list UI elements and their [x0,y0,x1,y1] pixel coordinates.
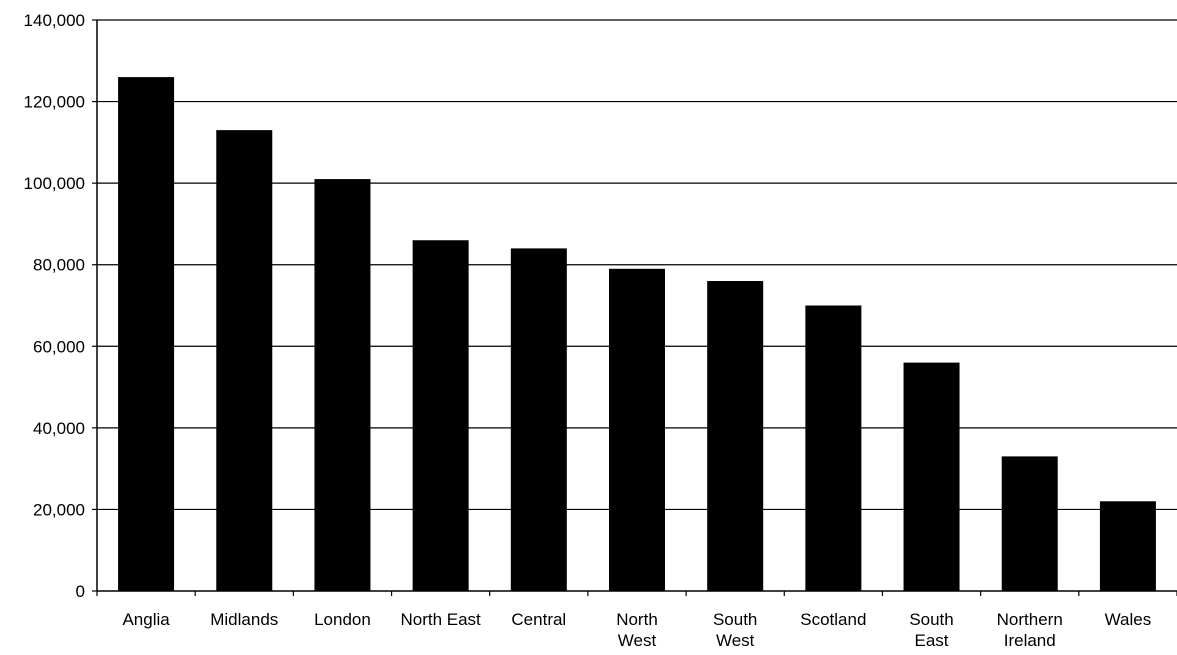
x-category-label: Central [511,610,566,629]
axes [96,20,1177,596]
x-category-label: Wales [1105,610,1152,629]
y-tick-label: 20,000 [33,500,85,519]
bar [510,248,567,591]
x-category-label: North East [400,610,481,629]
y-tick-label: 100,000 [24,174,85,193]
bar [707,281,764,591]
bar [1001,456,1058,591]
x-category-label: Midlands [210,610,278,629]
x-category-label: South West [713,610,757,650]
bar [118,77,175,592]
bar [805,305,862,591]
bar [1099,501,1156,591]
y-tick-label: 120,000 [24,93,85,112]
x-category-label: London [314,610,371,629]
x-category-label: North West [616,610,658,650]
y-tick-label: 80,000 [33,256,85,275]
x-category-label: Anglia [122,610,170,629]
x-category-label: Northern Ireland [997,610,1063,650]
bars [118,77,1156,592]
y-tick-label: 140,000 [24,11,85,30]
bar [314,179,371,592]
bar [216,130,273,591]
bar [903,362,960,591]
bar [412,240,469,591]
x-category-label: Scotland [800,610,866,629]
y-tick-label: 0 [76,582,85,601]
y-tick-label: 60,000 [33,337,85,356]
x-category-labels: Anglia Midlands London North East Central Nor… [122,610,1151,650]
y-tick-label: 40,000 [33,419,85,438]
y-tick-labels: 0 20,000 40,000 60,000 80,000 100,000 120,000 1… [24,11,97,601]
x-category-label: South East [909,610,953,650]
bar [609,268,665,591]
